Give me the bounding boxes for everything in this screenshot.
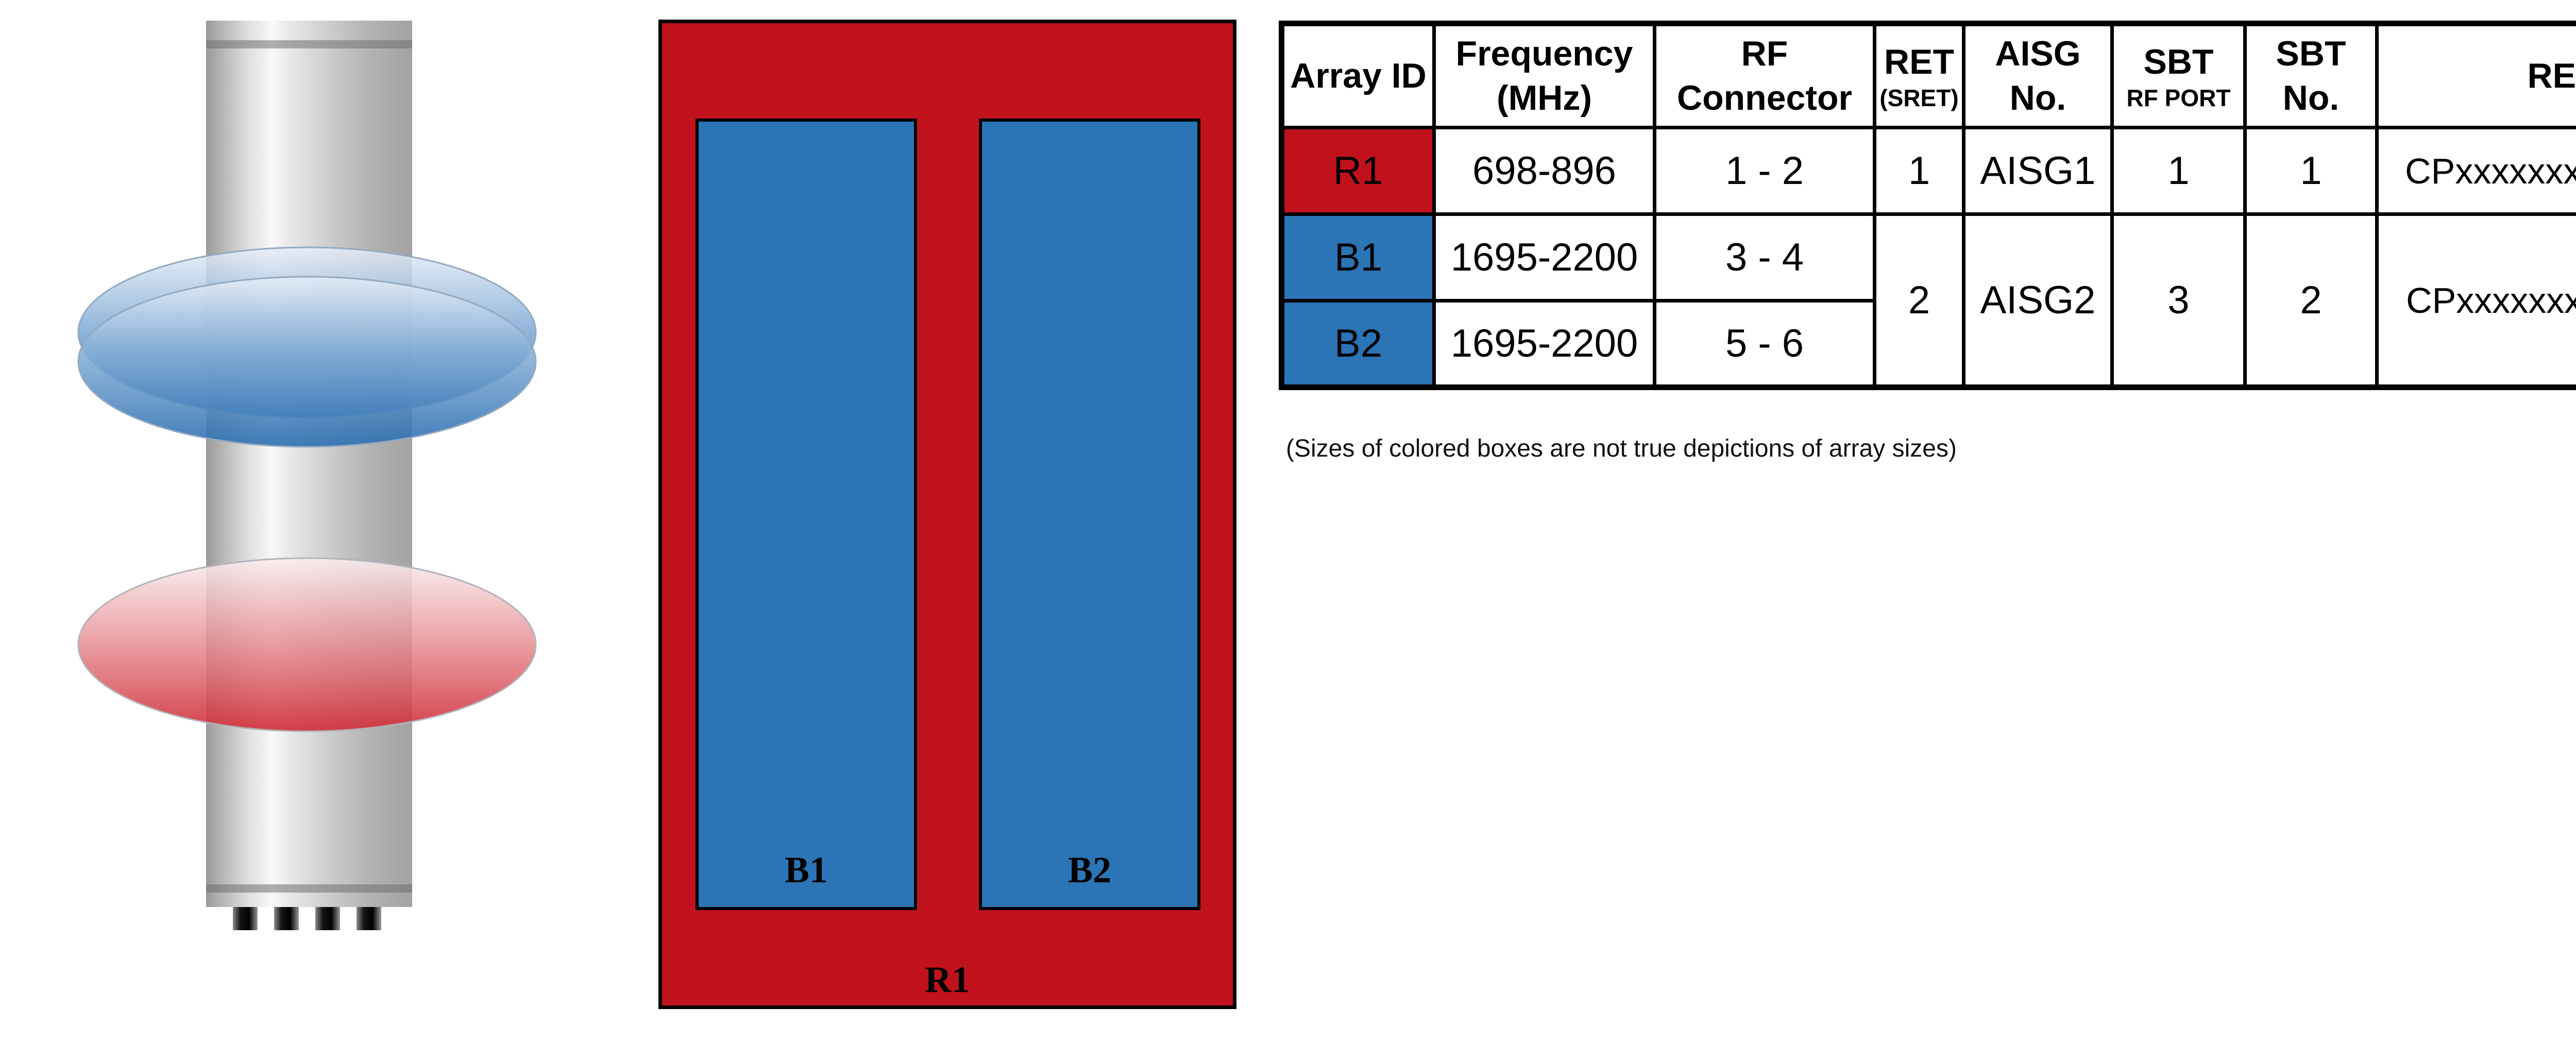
cell-r1-uid: CPxxxxxxxxxxxxxxxxR1 <box>2375 126 2576 216</box>
cylinder-top-band <box>206 40 412 48</box>
cell-b-uid: CPxxxxxxxxxxxxxxxxB1 <box>2375 212 2576 389</box>
cell-b2-frequency: 1695-2200 <box>1432 299 1656 389</box>
cell-b-aisg: AISG2 <box>1962 212 2114 389</box>
cylinder-bottom-band <box>206 884 412 893</box>
table-row-b2: B2 1695-2200 5 - 6 <box>1280 299 2576 389</box>
table-row-r1: R1 698-896 1 - 2 1 AISG1 1 1 CPxxxxxxxxx… <box>1280 126 2576 216</box>
array-box-r1: B1 B2 R1 <box>658 20 1236 1009</box>
cell-r1-aisg: AISG1 <box>1962 126 2114 216</box>
header-ret-sret: RET (SRET) <box>1873 22 1965 129</box>
cell-r1-id: R1 <box>1280 126 1436 216</box>
cell-b2-id: B2 <box>1280 299 1436 389</box>
header-aisg-no: AISG No. <box>1962 22 2114 129</box>
cell-r1-frequency: 698-896 <box>1432 126 1656 216</box>
header-ret-uid: RET UID <box>2375 22 2576 129</box>
cell-b1-connector: 3 - 4 <box>1653 212 1876 303</box>
header-row: Array ID Frequency (MHz) RF Connector RE… <box>1280 22 2576 129</box>
cell-b1-id: B1 <box>1280 212 1436 303</box>
header-rf-connector: RF Connector <box>1653 22 1876 129</box>
blue-beam-ellipse-lower <box>77 276 537 448</box>
table-row-b1: B1 1695-2200 3 - 4 2 AISG2 3 2 CPxxxxxxx… <box>1280 212 2576 389</box>
cell-b-sbt-port: 3 <box>2110 212 2247 389</box>
cell-b1-frequency: 1695-2200 <box>1432 212 1656 303</box>
antenna-illustration <box>77 21 537 930</box>
cell-r1-connector: 1 - 2 <box>1653 126 1876 216</box>
cell-b-sbt-no: 2 <box>2243 212 2379 389</box>
array-box-b2: B2 <box>979 119 1200 910</box>
size-disclaimer-note: (Sizes of colored boxes are not true dep… <box>1286 435 1957 462</box>
header-sbt-rf-port: SBT RF PORT <box>2110 22 2247 129</box>
connector-pins <box>233 907 381 930</box>
cell-r1-sbt-no: 1 <box>2243 126 2379 216</box>
cell-b2-connector: 5 - 6 <box>1653 299 1876 389</box>
red-beam-ellipse <box>77 557 537 732</box>
header-sbt-no: SBT No. <box>2243 22 2379 129</box>
cell-r1-sbt-port: 1 <box>2110 126 2247 216</box>
header-array-id: Array ID <box>1280 22 1436 129</box>
port-configuration-table: Array ID Frequency (MHz) RF Connector RE… <box>1279 21 2576 390</box>
header-frequency: Frequency (MHz) <box>1432 22 1656 129</box>
cell-b-ret: 2 <box>1873 212 1965 389</box>
array-label-b1: B1 <box>784 849 828 891</box>
antenna-cylinder <box>206 21 412 907</box>
cell-r1-ret: 1 <box>1873 126 1965 216</box>
array-label-b2: B2 <box>1067 849 1112 891</box>
array-label-r1: R1 <box>925 959 970 1000</box>
array-box-b1: B1 <box>696 119 917 910</box>
